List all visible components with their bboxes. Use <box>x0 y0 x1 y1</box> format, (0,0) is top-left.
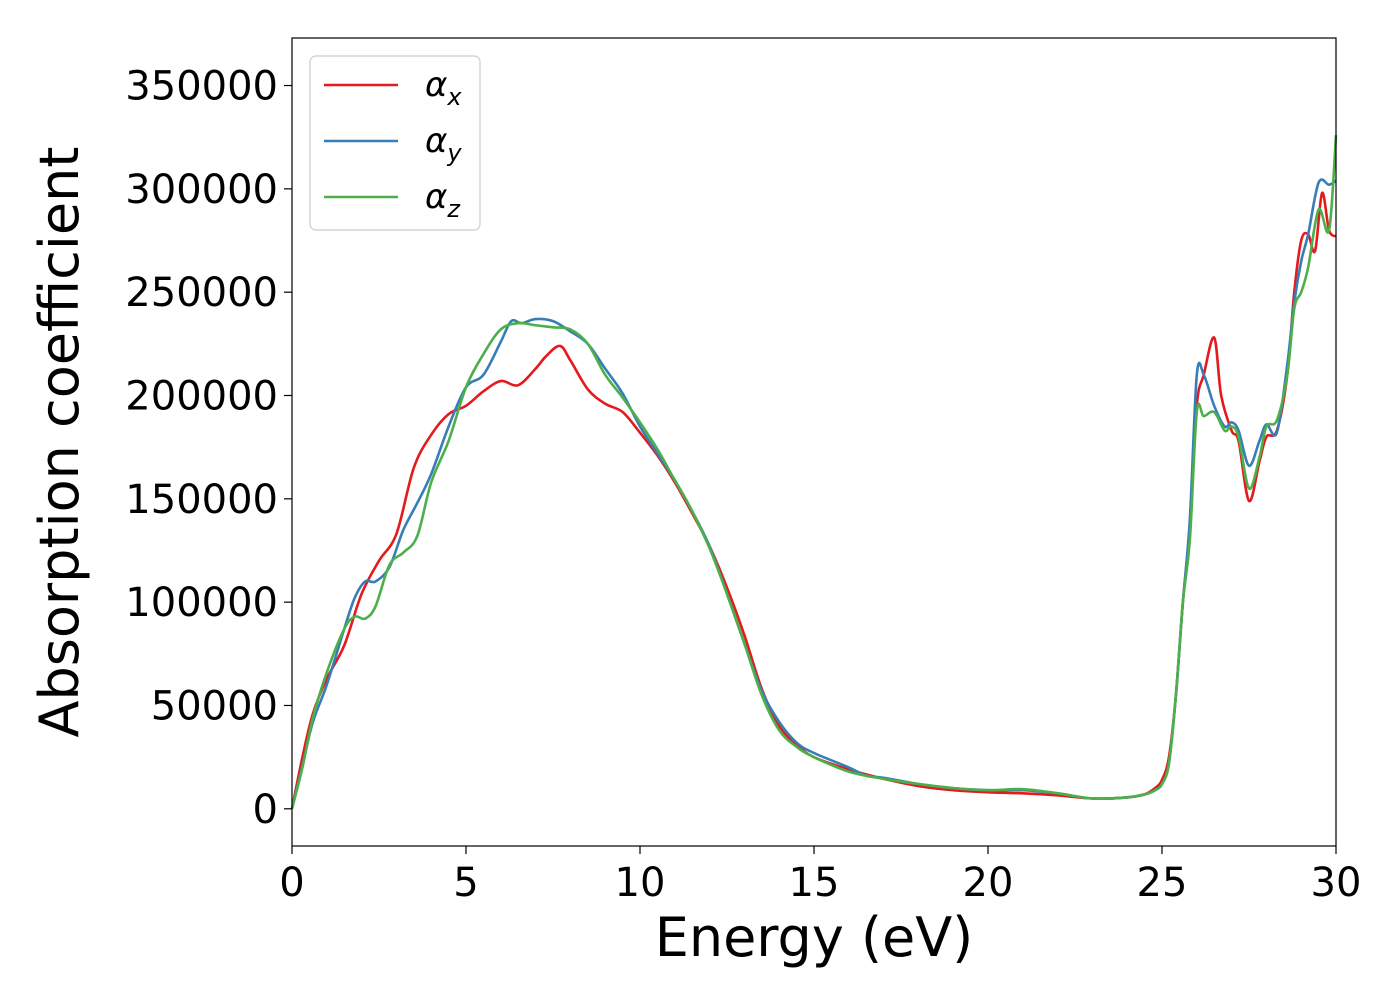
y-tick-label: 150000 <box>125 477 278 523</box>
y-tick-label: 100000 <box>125 580 278 626</box>
axes-layer: 0 5 10 15 20 25 30 0 50000 100000 150000 200000 2500… <box>125 64 1361 906</box>
x-tick-label: 30 <box>1311 860 1362 906</box>
legend-box <box>309 55 481 231</box>
y-tick-label: 200000 <box>125 374 278 420</box>
x-tick-label: 20 <box>963 860 1014 906</box>
y-axis-label: Absorption coefficient <box>28 147 91 738</box>
x-tick-label: 5 <box>453 860 478 906</box>
y-tick-label: 300000 <box>125 167 278 213</box>
x-tick-label: 0 <box>279 860 304 906</box>
series-line-y <box>290 178 1337 810</box>
y-tick-label: 350000 <box>125 64 278 110</box>
series-line-z <box>290 135 1338 810</box>
x-tick-label: 15 <box>789 860 840 906</box>
x-axis-label: Energy (eV) <box>655 906 974 969</box>
y-tick-label: 0 <box>253 787 278 833</box>
series-layer <box>290 135 1338 810</box>
y-tick-label: 250000 <box>125 270 278 316</box>
plot-frame <box>291 37 1337 847</box>
x-tick-label: 25 <box>1137 860 1188 906</box>
x-tick-label: 10 <box>615 860 666 906</box>
y-tick-label: 50000 <box>151 683 278 729</box>
